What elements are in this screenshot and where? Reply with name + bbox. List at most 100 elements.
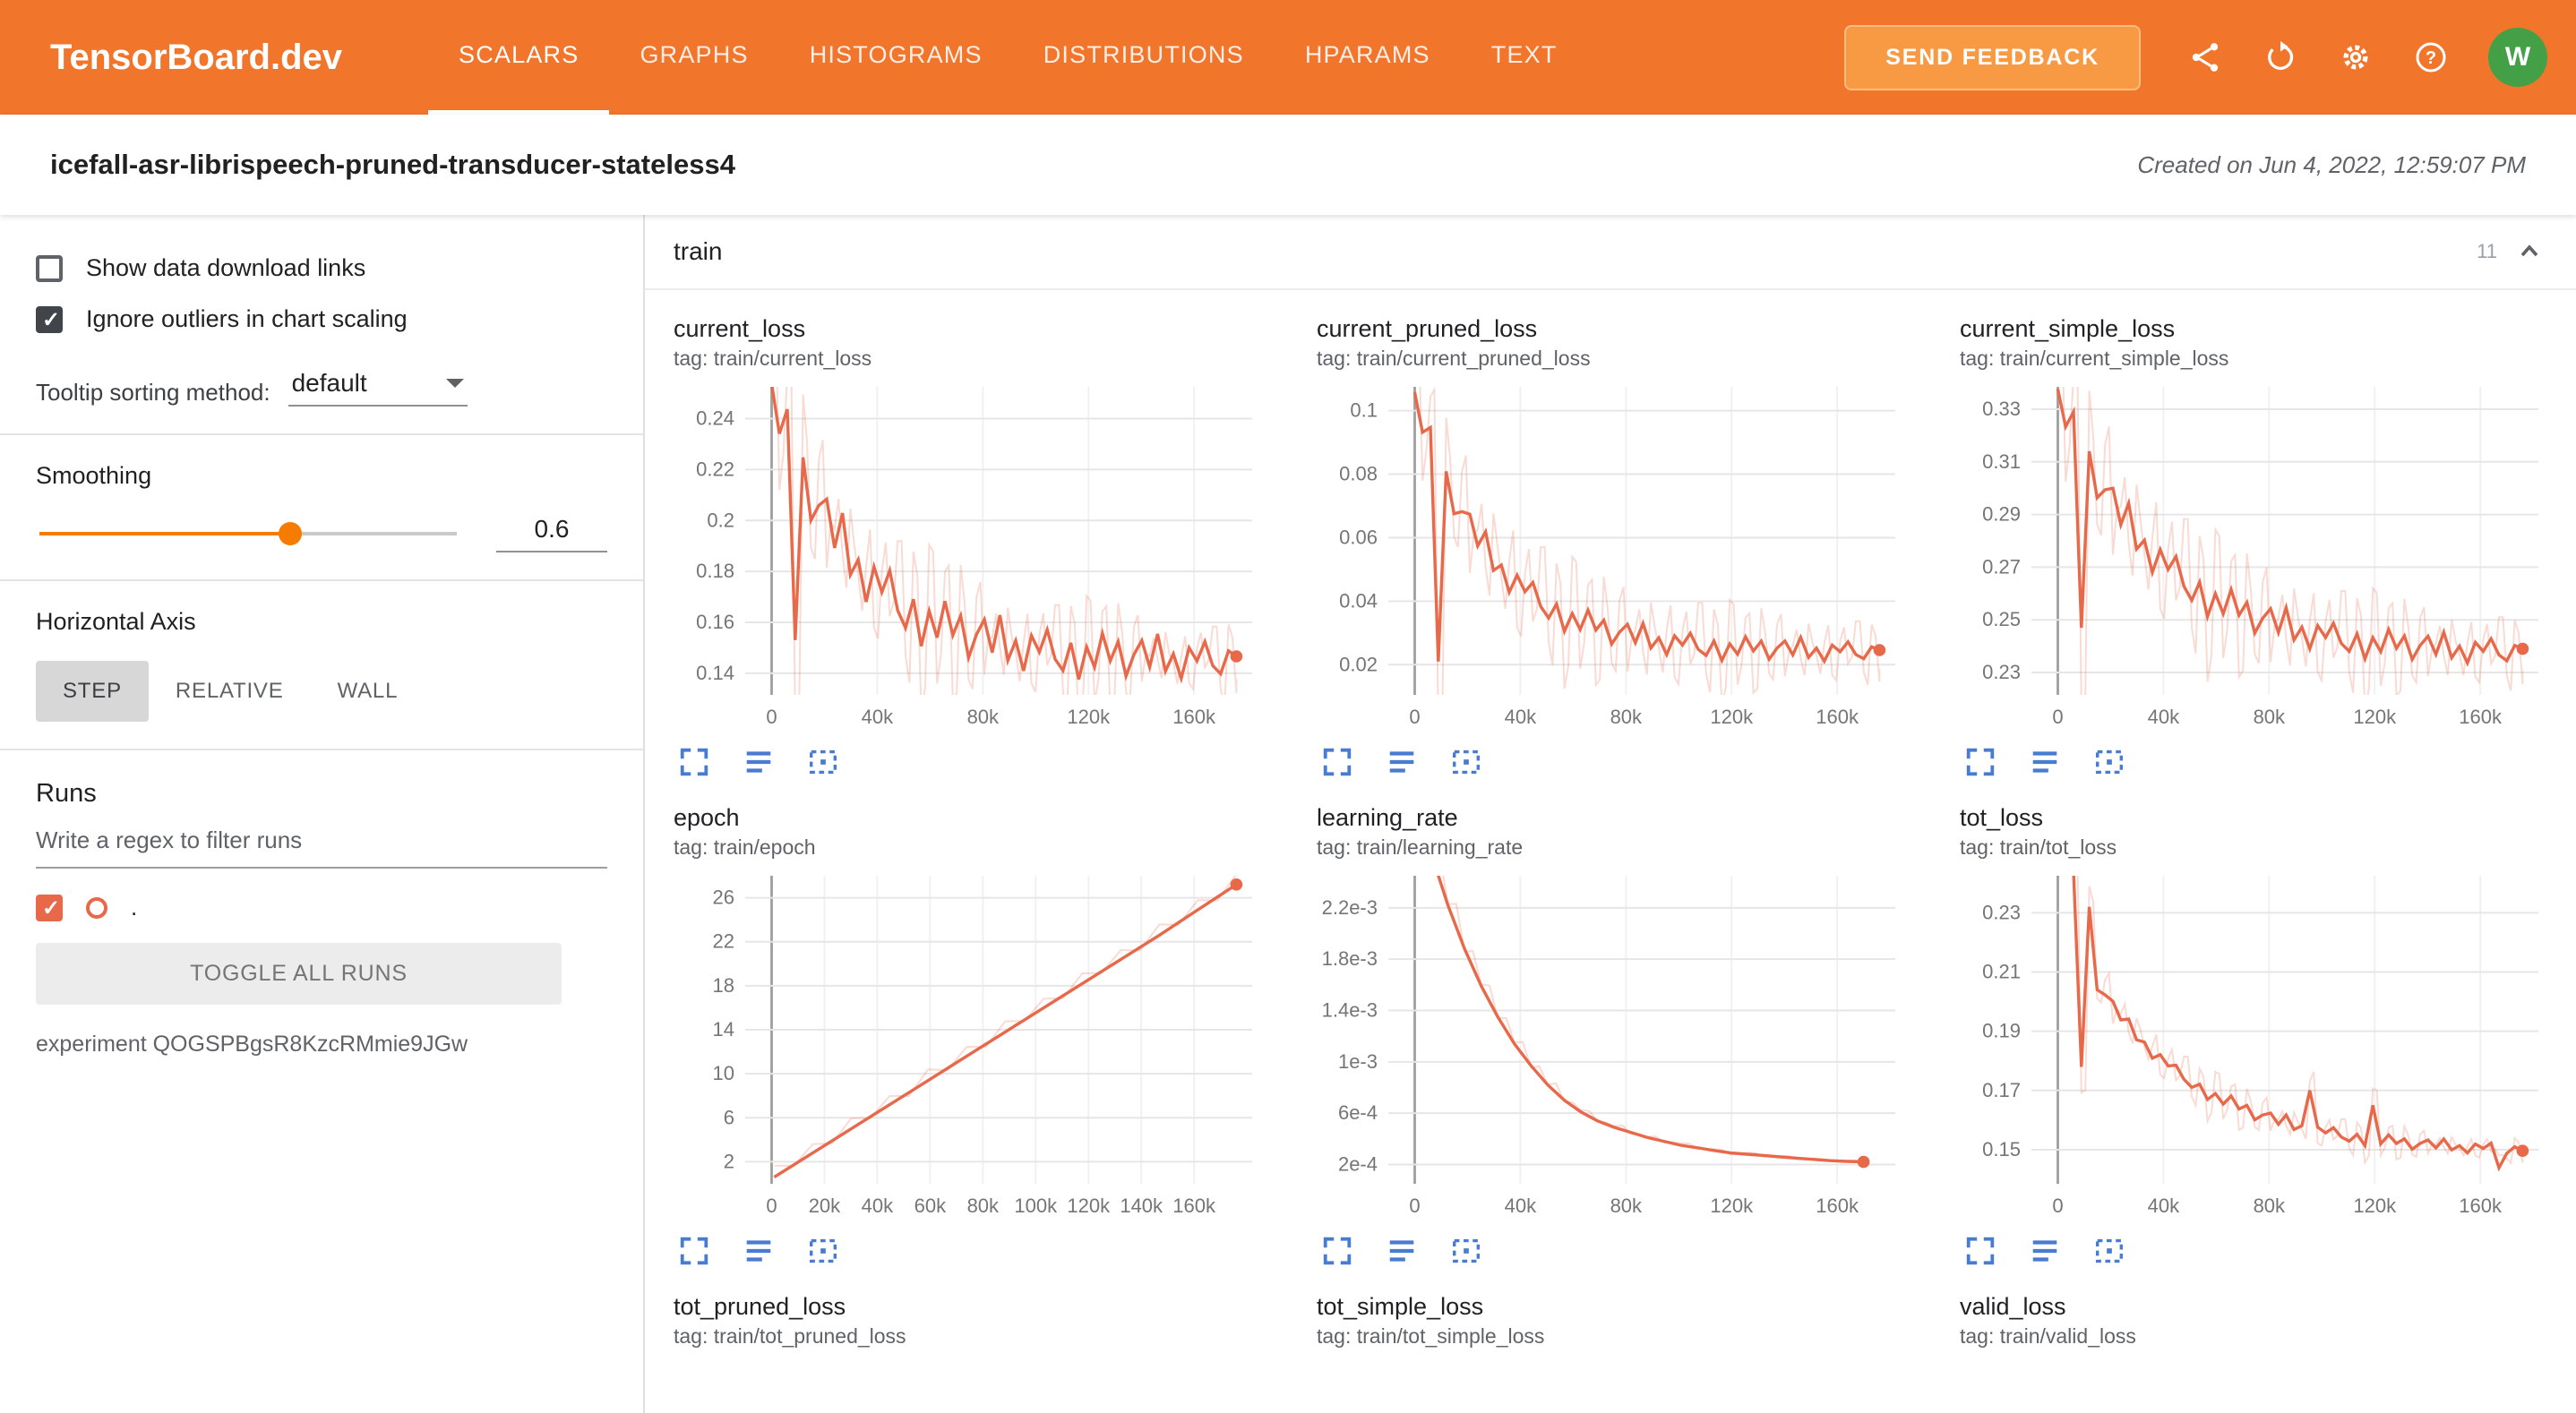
chart-card: epoch tag: train/epoch 0 20k 40k 60k 80k 100k…	[674, 804, 1292, 1286]
chevron-up-icon[interactable]	[2515, 237, 2544, 266]
refresh-icon[interactable]	[2248, 25, 2313, 90]
svg-text:160k: 160k	[1816, 1195, 1859, 1217]
fit-domain-icon[interactable]	[806, 745, 840, 779]
svg-text:22: 22	[713, 930, 734, 953]
svg-text:40k: 40k	[1505, 1195, 1537, 1217]
chart-tag: tag: train/current_simple_loss	[1960, 347, 2229, 370]
chart-plot-learning_rate[interactable]: 0 40k 80k 120k 160k 2e-4 6e-4 1e-3 1.4e-3 1.8e-3 2…	[1317, 869, 1908, 1223]
chart-tag: tag: train/current_pruned_loss	[1317, 347, 1591, 370]
chart-plot-valid_loss[interactable]	[1960, 1357, 2551, 1413]
send-feedback-button[interactable]: SEND FEEDBACK	[1844, 24, 2141, 90]
main-tabs: SCALARS GRAPHS HISTOGRAMS DISTRIBUTIONS HPAR…	[428, 0, 1588, 115]
svg-text:80k: 80k	[967, 706, 1000, 728]
ignore-outliers-checkbox[interactable]	[36, 305, 63, 333]
tab-histograms[interactable]: HISTOGRAMS	[809, 41, 983, 68]
axis-button-wall[interactable]: WALL	[311, 661, 425, 722]
runs-filter-input[interactable]	[36, 812, 607, 869]
chart-title: epoch	[674, 804, 740, 831]
expand-chart-icon[interactable]	[1963, 1234, 1997, 1268]
tab-scalars[interactable]: SCALARS	[428, 0, 610, 115]
svg-text:2.2e-3: 2.2e-3	[1322, 896, 1378, 919]
data-table-icon[interactable]	[1385, 1234, 1419, 1268]
train-section-header[interactable]: train 11	[645, 215, 2576, 290]
tab-graphs[interactable]: GRAPHS	[640, 41, 749, 68]
svg-text:60k: 60k	[914, 1195, 947, 1217]
axis-button-step[interactable]: STEP	[36, 661, 149, 722]
chart-plot-tot_loss[interactable]: 0 40k 80k 120k 160k 0.15 0.17 0.19 0.21 0.23	[1960, 869, 2551, 1223]
smoothing-slider[interactable]	[39, 522, 457, 545]
svg-text:0.04: 0.04	[1339, 589, 1378, 612]
run-row: .	[36, 894, 607, 921]
chart-plot-epoch[interactable]: 0 20k 40k 60k 80k 100k 120k 140k 160k26101418222…	[674, 869, 1265, 1223]
svg-text:80k: 80k	[1610, 1195, 1643, 1217]
tooltip-sorting-label: Tooltip sorting method:	[36, 379, 270, 406]
data-table-icon[interactable]	[742, 745, 776, 779]
expand-chart-icon[interactable]	[677, 745, 711, 779]
chart-actions	[1317, 734, 1935, 797]
chart-plot-current_simple_loss[interactable]: 0 40k 80k 120k 160k 0.23 0.25 0.27 0.29 0.31 0.33	[1960, 380, 2551, 734]
data-table-icon[interactable]	[2028, 745, 2062, 779]
expand-chart-icon[interactable]	[1320, 745, 1354, 779]
svg-text:26: 26	[713, 886, 734, 909]
smoothing-slider-thumb[interactable]	[278, 522, 302, 545]
user-avatar[interactable]: W	[2488, 28, 2547, 87]
svg-text:10: 10	[713, 1062, 734, 1084]
chart-tag: tag: train/learning_rate	[1317, 835, 1524, 859]
chart-title: learning_rate	[1317, 804, 1458, 831]
tab-hparams[interactable]: HPARAMS	[1304, 41, 1430, 68]
chart-actions	[674, 734, 1292, 797]
run-checkbox[interactable]	[36, 894, 63, 921]
chart-plot-tot_pruned_loss[interactable]	[674, 1357, 1265, 1413]
chart-card: valid_loss tag: train/valid_loss	[1960, 1293, 2576, 1413]
horizontal-axis-buttons: STEP RELATIVE WALL	[36, 661, 607, 722]
chart-title: tot_pruned_loss	[674, 1293, 846, 1320]
chart-plot-tot_simple_loss[interactable]	[1317, 1357, 1908, 1413]
fit-domain-icon[interactable]	[2092, 1234, 2126, 1268]
chart-card: tot_simple_loss tag: train/tot_simple_lo…	[1317, 1293, 1935, 1413]
svg-text:40k: 40k	[862, 1195, 894, 1217]
fit-domain-icon[interactable]	[2092, 745, 2126, 779]
chart-tag: tag: train/tot_loss	[1960, 835, 2117, 859]
svg-text:120k: 120k	[2353, 1195, 2397, 1217]
svg-text:100k: 100k	[1014, 1195, 1058, 1217]
chart-title: tot_simple_loss	[1317, 1293, 1484, 1320]
tooltip-sorting-select[interactable]: default	[288, 365, 468, 407]
train-section-title: train	[674, 237, 723, 265]
expand-chart-icon[interactable]	[1963, 745, 1997, 779]
brand-logo: TensorBoard.dev	[50, 37, 342, 77]
svg-text:80k: 80k	[2254, 706, 2286, 728]
settings-gear-icon[interactable]	[2323, 25, 2388, 90]
data-table-icon[interactable]	[1385, 745, 1419, 779]
svg-text:0.08: 0.08	[1339, 463, 1378, 485]
svg-text:120k: 120k	[1710, 706, 1754, 728]
fit-domain-icon[interactable]	[806, 1234, 840, 1268]
chart-plot-current_loss[interactable]: 0 40k 80k 120k 160k 0.14 0.16 0.18 0.2 0.22 0.24	[674, 380, 1265, 734]
run-color-swatch[interactable]	[86, 896, 107, 919]
tab-distributions[interactable]: DISTRIBUTIONS	[1043, 41, 1244, 68]
fit-domain-icon[interactable]	[1449, 745, 1483, 779]
axis-button-relative[interactable]: RELATIVE	[149, 661, 311, 722]
expand-chart-icon[interactable]	[677, 1234, 711, 1268]
help-icon[interactable]: ?	[2399, 25, 2463, 90]
tab-text[interactable]: TEXT	[1490, 41, 1558, 68]
svg-text:6e-4: 6e-4	[1338, 1101, 1378, 1124]
svg-text:0.16: 0.16	[696, 611, 734, 633]
chart-card: current_simple_loss tag: train/current_s…	[1960, 315, 2576, 797]
fit-domain-icon[interactable]	[1449, 1234, 1483, 1268]
data-table-icon[interactable]	[2028, 1234, 2062, 1268]
expand-chart-icon[interactable]	[1320, 1234, 1354, 1268]
show-download-links-checkbox[interactable]	[36, 254, 63, 282]
tooltip-sorting-row: Tooltip sorting method: default	[36, 365, 607, 407]
svg-text:0: 0	[1409, 706, 1420, 728]
share-icon[interactable]	[2173, 25, 2237, 90]
svg-text:160k: 160k	[2459, 706, 2503, 728]
toggle-all-runs-button[interactable]: TOGGLE ALL RUNS	[36, 943, 562, 1005]
svg-text:0: 0	[1409, 1195, 1420, 1217]
svg-text:120k: 120k	[1067, 706, 1111, 728]
smoothing-slider-row: 0.6	[36, 515, 607, 552]
smoothing-slider-fill	[39, 532, 290, 535]
chart-plot-current_pruned_loss[interactable]: 0 40k 80k 120k 160k 0.02 0.04 0.06 0.08 0.1	[1317, 380, 1908, 734]
data-table-icon[interactable]	[742, 1234, 776, 1268]
app-header: TensorBoard.dev SCALARS GRAPHS HISTOGRAMS D…	[0, 0, 2576, 115]
smoothing-value-input[interactable]: 0.6	[496, 515, 607, 552]
